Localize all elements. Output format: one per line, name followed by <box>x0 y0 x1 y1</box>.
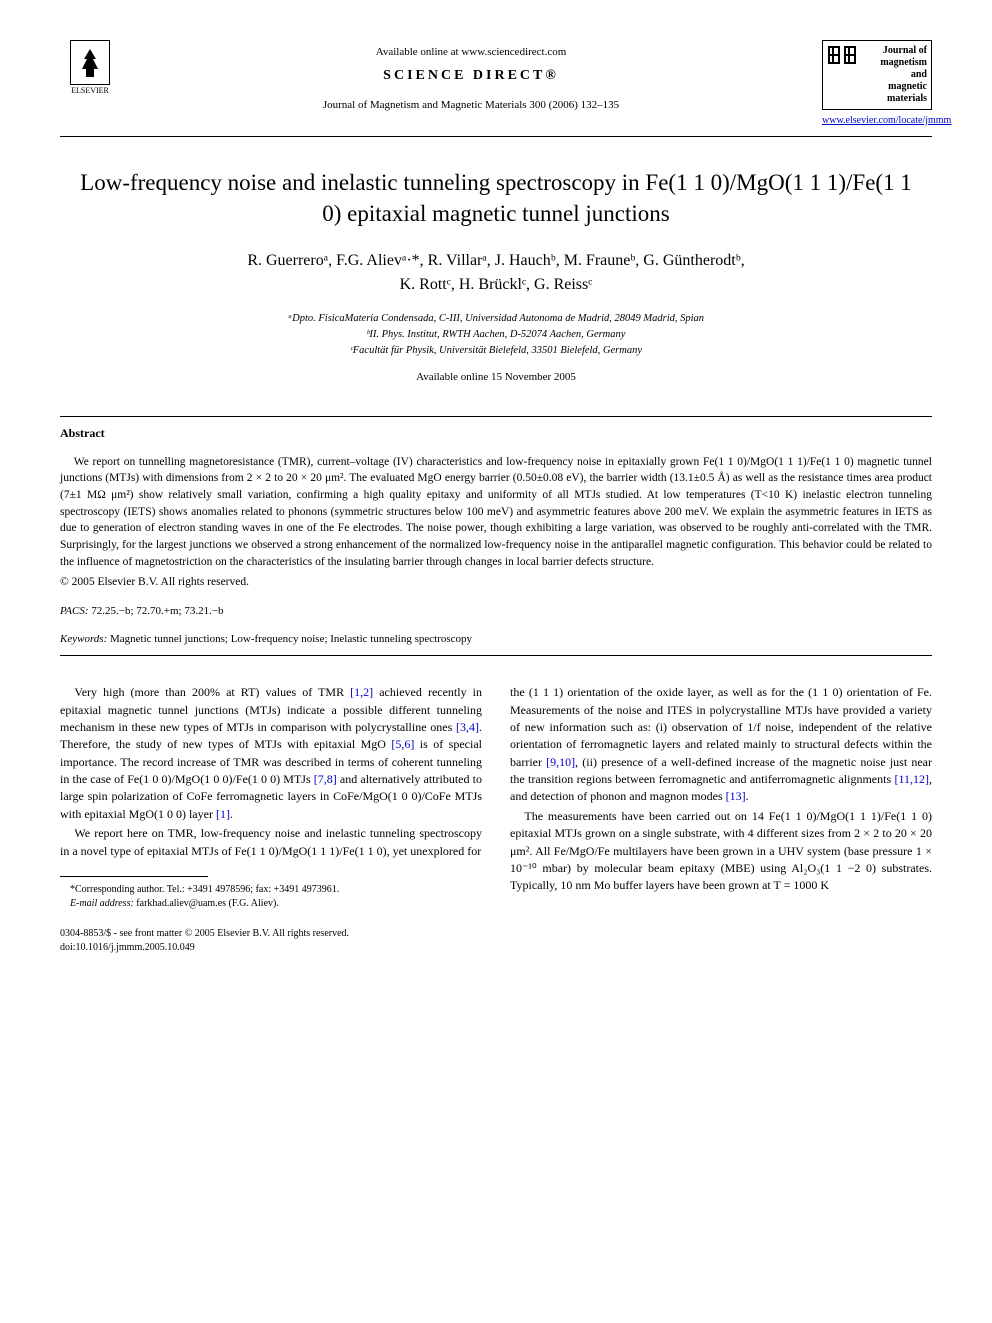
publisher-logo: ELSEVIER <box>60 40 120 110</box>
body-columns: Very high (more than 200% at RT) values … <box>60 684 932 955</box>
abstract-heading: Abstract <box>60 425 932 442</box>
citation-link[interactable]: [3,4] <box>456 720 479 734</box>
citation-link[interactable]: [11,12] <box>894 772 929 786</box>
body-para-1: Very high (more than 200% at RT) values … <box>60 684 482 823</box>
copyright-line: © 2005 Elsevier B.V. All rights reserved… <box>60 574 932 590</box>
body-para-2: We report here on TMR, low-frequency noi… <box>60 825 482 860</box>
header-center: Available online at www.sciencedirect.co… <box>120 40 822 113</box>
citation-link[interactable]: [5,6] <box>391 737 414 751</box>
corresponding-author-footnote: *Corresponding author. Tel.: +3491 49785… <box>60 883 482 911</box>
affiliation-c: ᶜFacultät für Physik, Universität Bielef… <box>60 343 932 359</box>
available-online-date: Available online 15 November 2005 <box>60 370 932 385</box>
keywords-line: Keywords: Magnetic tunnel junctions; Low… <box>60 632 932 647</box>
affiliation-b: ᵇII. Phys. Institut, RWTH Aachen, D-5207… <box>60 327 932 343</box>
journal-reference: Journal of Magnetism and Magnetic Materi… <box>120 98 822 113</box>
authors-list: R. Guerreroᵃ, F.G. Alievᵃ·*, R. Villarᵃ,… <box>60 249 932 297</box>
abstract-bottom-rule <box>60 655 932 656</box>
right-column: the (1 1 1) orientation of the oxide lay… <box>510 684 932 955</box>
citation-link[interactable]: [7,8] <box>314 772 337 786</box>
abstract-top-rule <box>60 416 932 417</box>
elsevier-tree-icon <box>70 40 110 85</box>
citation-link[interactable]: [13] <box>726 789 746 803</box>
body-para-3: the (1 1 1) orientation of the oxide lay… <box>510 684 932 806</box>
footnote-rule <box>60 876 208 877</box>
article-title: Low-frequency noise and inelastic tunnel… <box>80 167 912 229</box>
affiliation-a: ᵃDpto. FisicaMateria Condensada, C-III, … <box>60 311 932 327</box>
header-divider <box>60 136 932 137</box>
journal-logo: Journal of magnetism and magnetic materi… <box>822 40 932 128</box>
abstract-body: We report on tunnelling magnetoresistanc… <box>60 454 932 571</box>
citation-link[interactable]: [9,10] <box>546 755 575 769</box>
body-para-4: The measurements have been carried out o… <box>510 808 932 895</box>
pacs-line: PACS: 72.25.−b; 72.70.+m; 73.21.−b <box>60 604 932 619</box>
citation-link[interactable]: [1] <box>216 807 230 821</box>
left-column: Very high (more than 200% at RT) values … <box>60 684 482 955</box>
journal-url-link[interactable]: www.elsevier.com/locate/jmmm <box>822 115 951 126</box>
footer-info: 0304-8853/$ - see front matter © 2005 El… <box>60 927 482 955</box>
affiliations: ᵃDpto. FisicaMateria Condensada, C-III, … <box>60 311 932 358</box>
available-online-text: Available online at www.sciencedirect.co… <box>120 45 822 60</box>
journal-logo-box: Journal of magnetism and magnetic materi… <box>822 40 932 110</box>
page-header: ELSEVIER Available online at www.science… <box>60 40 932 128</box>
publisher-name: ELSEVIER <box>71 85 109 96</box>
science-direct-logo: SCIENCE DIRECT® <box>120 66 822 86</box>
citation-link[interactable]: [1,2] <box>350 685 373 699</box>
